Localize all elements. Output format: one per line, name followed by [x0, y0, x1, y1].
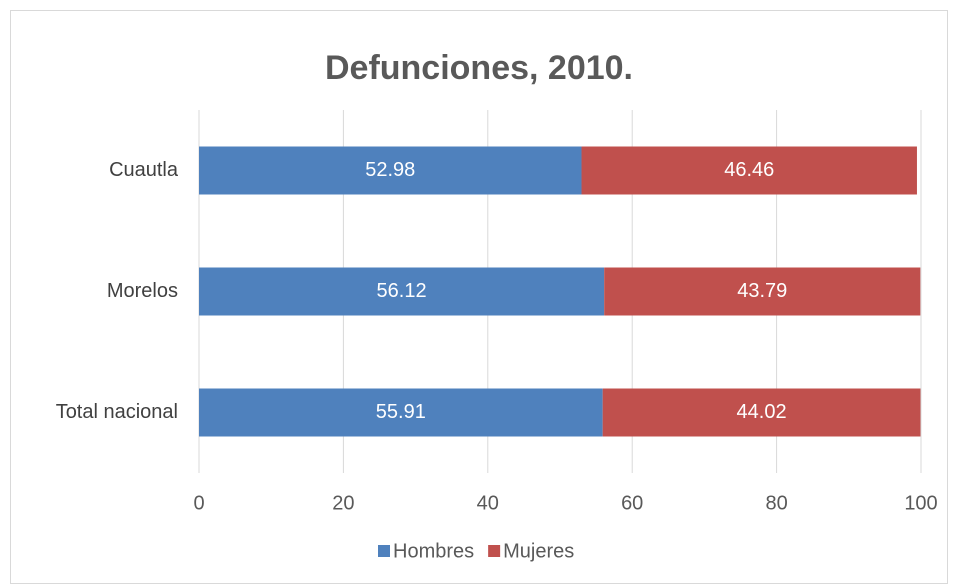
- data-label: 52.98: [365, 159, 415, 181]
- bar-segment: [199, 267, 605, 316]
- data-label: 56.12: [377, 280, 427, 302]
- bar-segment: [199, 146, 582, 195]
- y-tick-label: Morelos: [107, 280, 178, 302]
- x-tick-label: 0: [193, 492, 204, 514]
- legend-swatch: [378, 545, 390, 557]
- legend-swatch: [488, 545, 501, 557]
- x-tick-label: 80: [765, 492, 787, 514]
- legend-label: Hombres: [393, 540, 474, 562]
- y-tick-label: Cuautla: [109, 159, 179, 181]
- bar-segment: [602, 388, 921, 437]
- x-tick-label: 100: [904, 492, 937, 514]
- bar-segment: [199, 388, 603, 437]
- y-tick-label: Total nacional: [56, 401, 178, 423]
- data-label: 43.79: [737, 280, 787, 302]
- data-label: 44.02: [737, 401, 787, 423]
- data-label: 55.91: [376, 401, 426, 423]
- bar-segment: [604, 267, 921, 316]
- x-tick-label: 20: [332, 492, 354, 514]
- chart-title: Defunciones, 2010.: [325, 49, 633, 87]
- bar-segment: [581, 146, 917, 195]
- x-tick-label: 60: [621, 492, 643, 514]
- x-tick-label: 40: [477, 492, 499, 514]
- data-label: 46.46: [724, 159, 774, 181]
- legend-label: Mujeres: [503, 540, 574, 562]
